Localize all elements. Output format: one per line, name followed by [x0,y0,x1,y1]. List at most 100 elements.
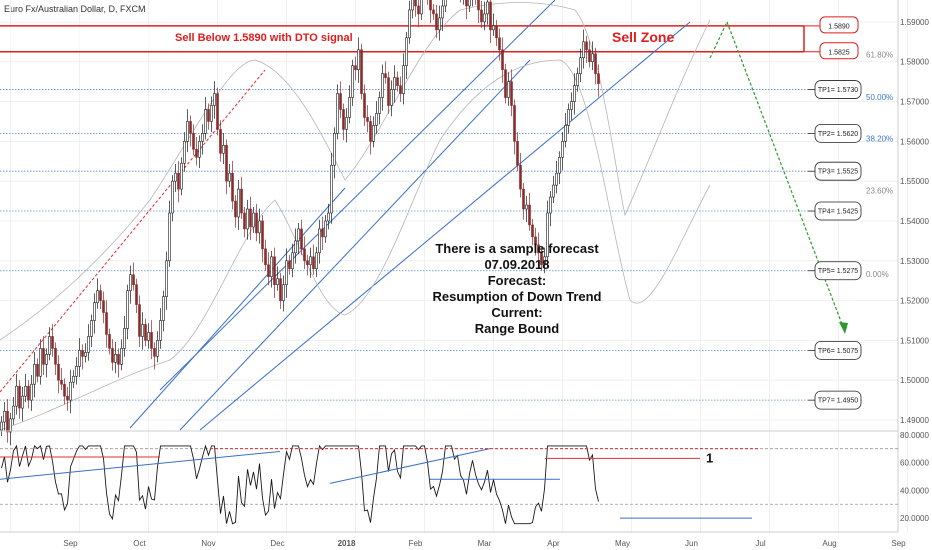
candle-body [345,117,348,130]
candle-body [114,354,117,363]
candle-body [594,53,597,74]
fib-label: 23.60% [866,186,893,195]
candle-body [84,352,87,357]
oscillator-trendline [0,450,281,480]
candle-body [207,109,210,122]
candle-body [177,172,180,190]
candle-body [48,336,51,355]
forecast-line: Current: [491,305,542,320]
candle-body [27,385,30,401]
candle-body [174,172,177,182]
candle-body [132,274,135,285]
candle-body [210,105,213,122]
candle-body [285,260,288,285]
candle-body [522,188,525,210]
candle-body [597,73,600,84]
fib-label: 50.00% [866,93,893,102]
candle-body [183,141,186,164]
candle-body [405,37,408,66]
candle-body [585,41,588,51]
target-box [814,80,862,99]
candle-body [45,354,48,365]
candle-body [573,85,576,102]
candle-body [198,141,201,158]
candle-body [273,256,276,285]
candle-body [330,164,333,214]
candle-body [9,418,12,433]
forecast-arrow-down [726,21,846,333]
candle-body [513,105,516,142]
candle-body [309,256,312,266]
candle-body [552,184,555,198]
support-trendline [129,187,346,429]
time-tick-label: Nov [201,539,215,548]
candle-body [495,25,498,39]
target-label: TP4= 1.5425 [818,209,858,216]
candle-body [348,97,351,118]
candle-body [156,340,159,357]
candle-body [321,228,324,238]
candle-body [120,348,123,365]
candle-body [564,125,567,142]
candle-body [276,278,279,285]
candle-body [438,17,441,31]
candle-body [213,93,216,106]
price-tick-label: 1.52000 [900,297,929,306]
candle-body [324,220,327,238]
candle-body [375,113,378,126]
candle-body [234,200,237,218]
candle-body [33,364,36,385]
oscillator-line [1,444,599,525]
candle-body [540,252,543,266]
candle-body [534,236,537,246]
candle-body [159,320,162,341]
fib-label: 0.00% [866,270,889,279]
candle-body [147,332,150,341]
target-box [814,161,862,181]
time-tick-label: Jun [685,539,698,548]
candle-body [360,49,363,94]
candle-body [117,354,120,365]
candle-body [201,133,204,142]
candle-body [69,381,72,401]
sell-zone-label: Sell Zone [612,29,674,45]
price-tick-label: 1.56000 [900,137,929,146]
price-axis: 1.49000 1.50000 1.51000 1.52000 1.53000 1.540… [897,0,929,532]
candle-body [24,385,27,397]
candle-body [486,1,489,15]
candle-body [492,25,495,31]
candle-body [312,256,315,270]
candle-body [339,93,342,110]
candle-body [558,156,561,174]
candle-body [42,348,45,365]
sell-zone-area [0,25,898,52]
candle-body [294,240,297,254]
candle-body [78,350,81,367]
candle-body [204,109,207,134]
candle-body [150,332,153,349]
candle-body [579,57,582,74]
candle-body [18,385,21,409]
support-trendline [159,0,556,391]
candle-body [249,208,252,228]
candle-body [258,220,261,234]
candle-body [162,296,165,321]
candle-body [189,121,192,134]
chart-title: Euro Fx/Australian Dollar, D, FXCM [4,4,146,14]
candle-body [138,304,141,337]
time-tick-label: Aug [822,539,836,548]
candle-body [171,180,174,214]
forecast-arrow-head [839,322,848,334]
candle-body [30,383,33,401]
candle-body [483,13,486,23]
forecast-line: Forecast: [488,273,547,288]
sell-zone: 1.5890 1.5825 [0,16,898,60]
candle-body [510,81,513,106]
price-tick-label: 1.51000 [900,336,929,345]
candle-body [243,212,246,230]
candle-body [63,383,66,397]
candle-body [498,37,501,51]
candle-body [393,77,396,90]
support-trendline [179,59,531,431]
